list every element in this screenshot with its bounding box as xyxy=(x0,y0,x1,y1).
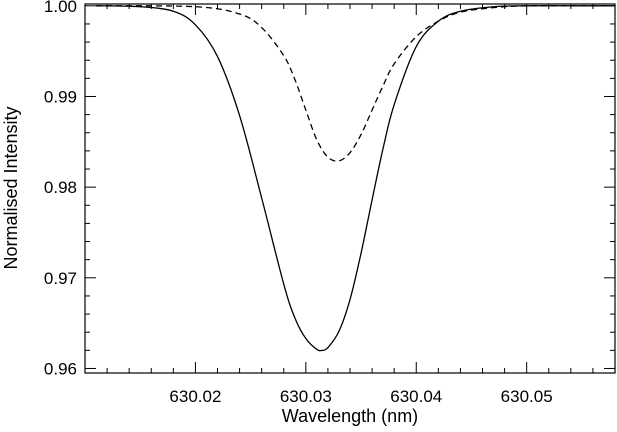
solid-profile-line xyxy=(96,5,615,352)
dashed-profile-line xyxy=(96,5,615,162)
x-tick-label: 630.02 xyxy=(169,387,221,406)
y-tick-label: 1.00 xyxy=(44,0,77,16)
y-tick-label: 0.98 xyxy=(44,178,77,197)
y-tick-label: 0.99 xyxy=(44,87,77,106)
x-tick-label: 630.04 xyxy=(390,387,442,406)
y-tick-label: 0.96 xyxy=(44,359,77,378)
x-tick-label: 630.03 xyxy=(280,387,332,406)
axis-tick-labels: 630.02 630.03 630.04 630.05 0.96 0.97 0.98 0.99… xyxy=(44,0,553,406)
x-tick-label: 630.05 xyxy=(501,387,553,406)
axis-ticks xyxy=(85,4,616,373)
x-axis-title: Wavelength (nm) xyxy=(282,406,418,426)
series-layer xyxy=(96,5,615,352)
y-tick-label: 0.97 xyxy=(44,269,77,288)
plot-frame xyxy=(84,3,616,374)
y-axis-title: Normalised Intensity xyxy=(1,106,21,269)
